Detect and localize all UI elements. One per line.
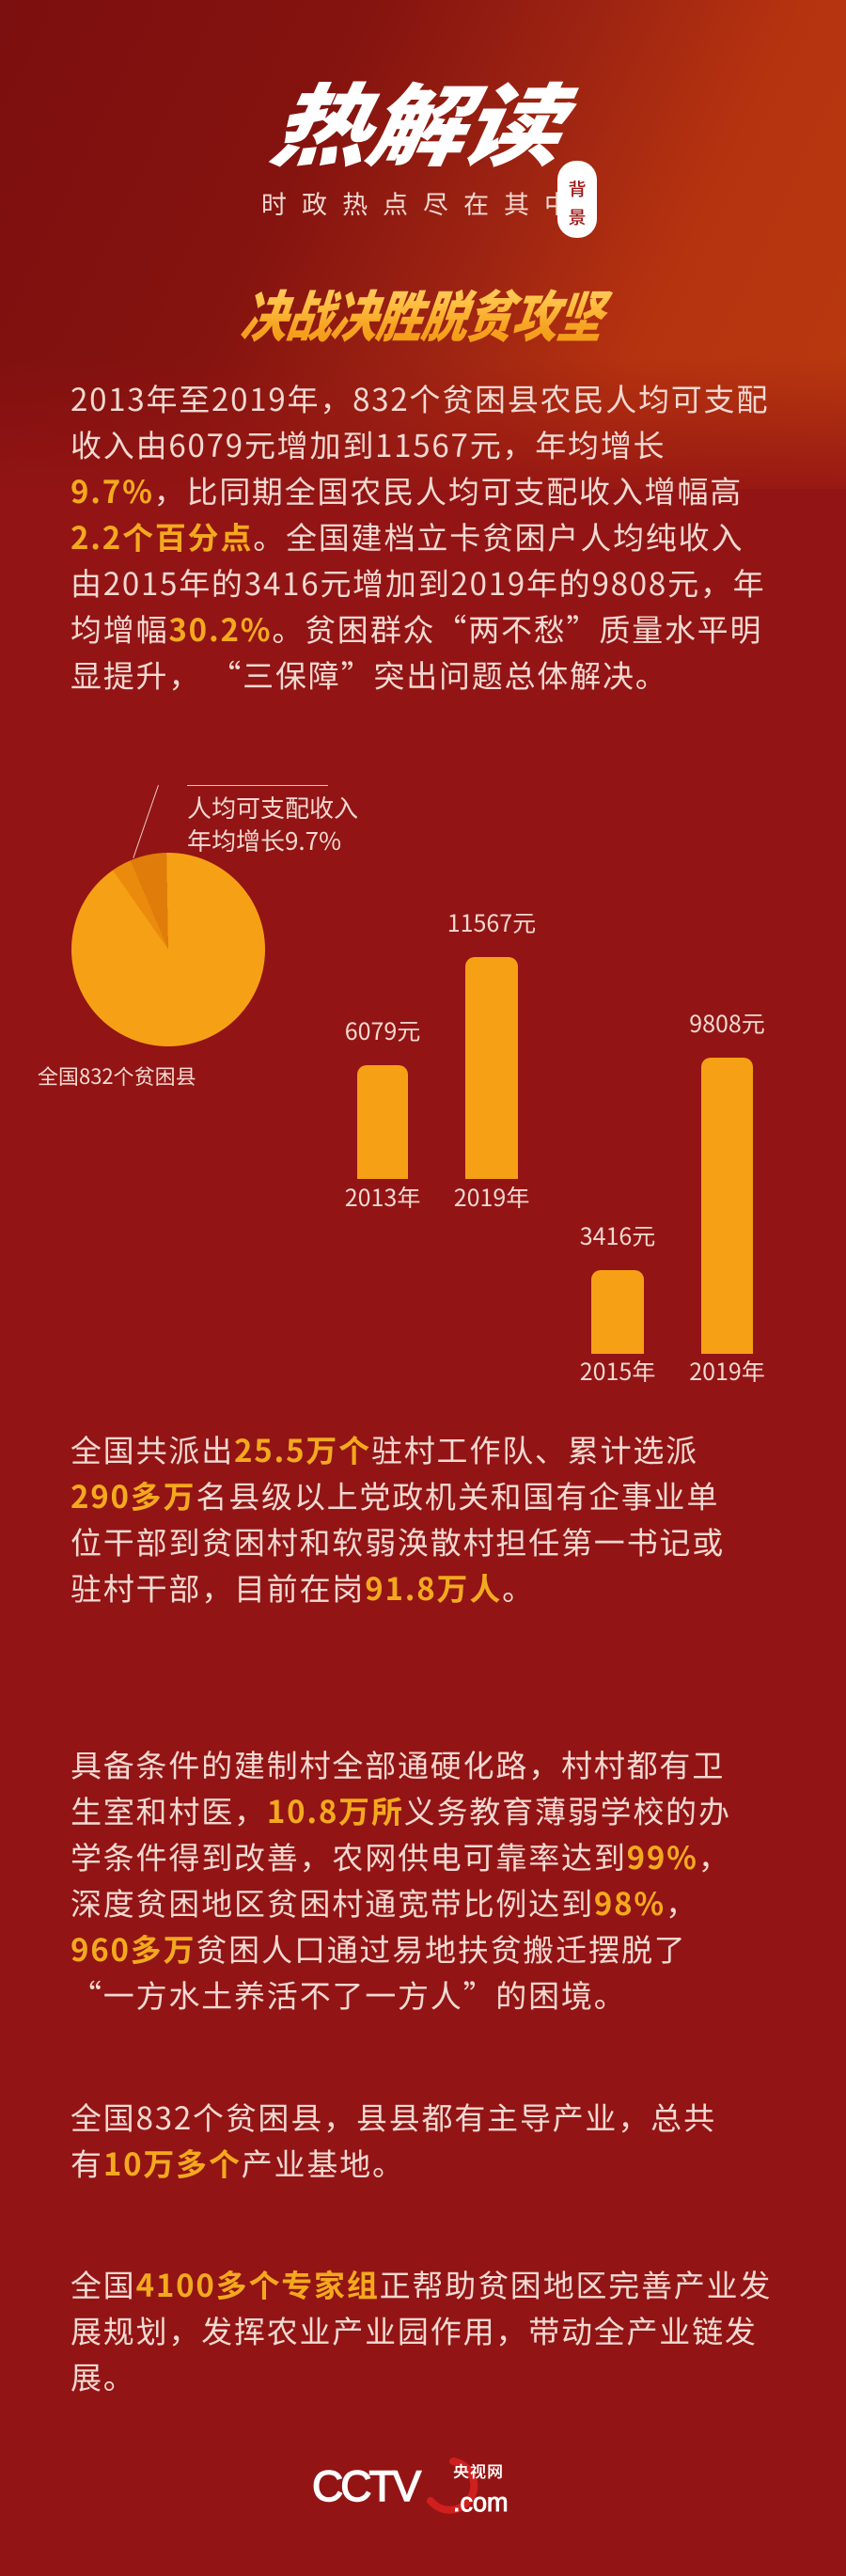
svg-text:央视网: 央视网 xyxy=(453,2458,504,2482)
svg-text:.com: .com xyxy=(453,2489,509,2516)
svg-text:CCTV: CCTV xyxy=(312,2461,423,2510)
